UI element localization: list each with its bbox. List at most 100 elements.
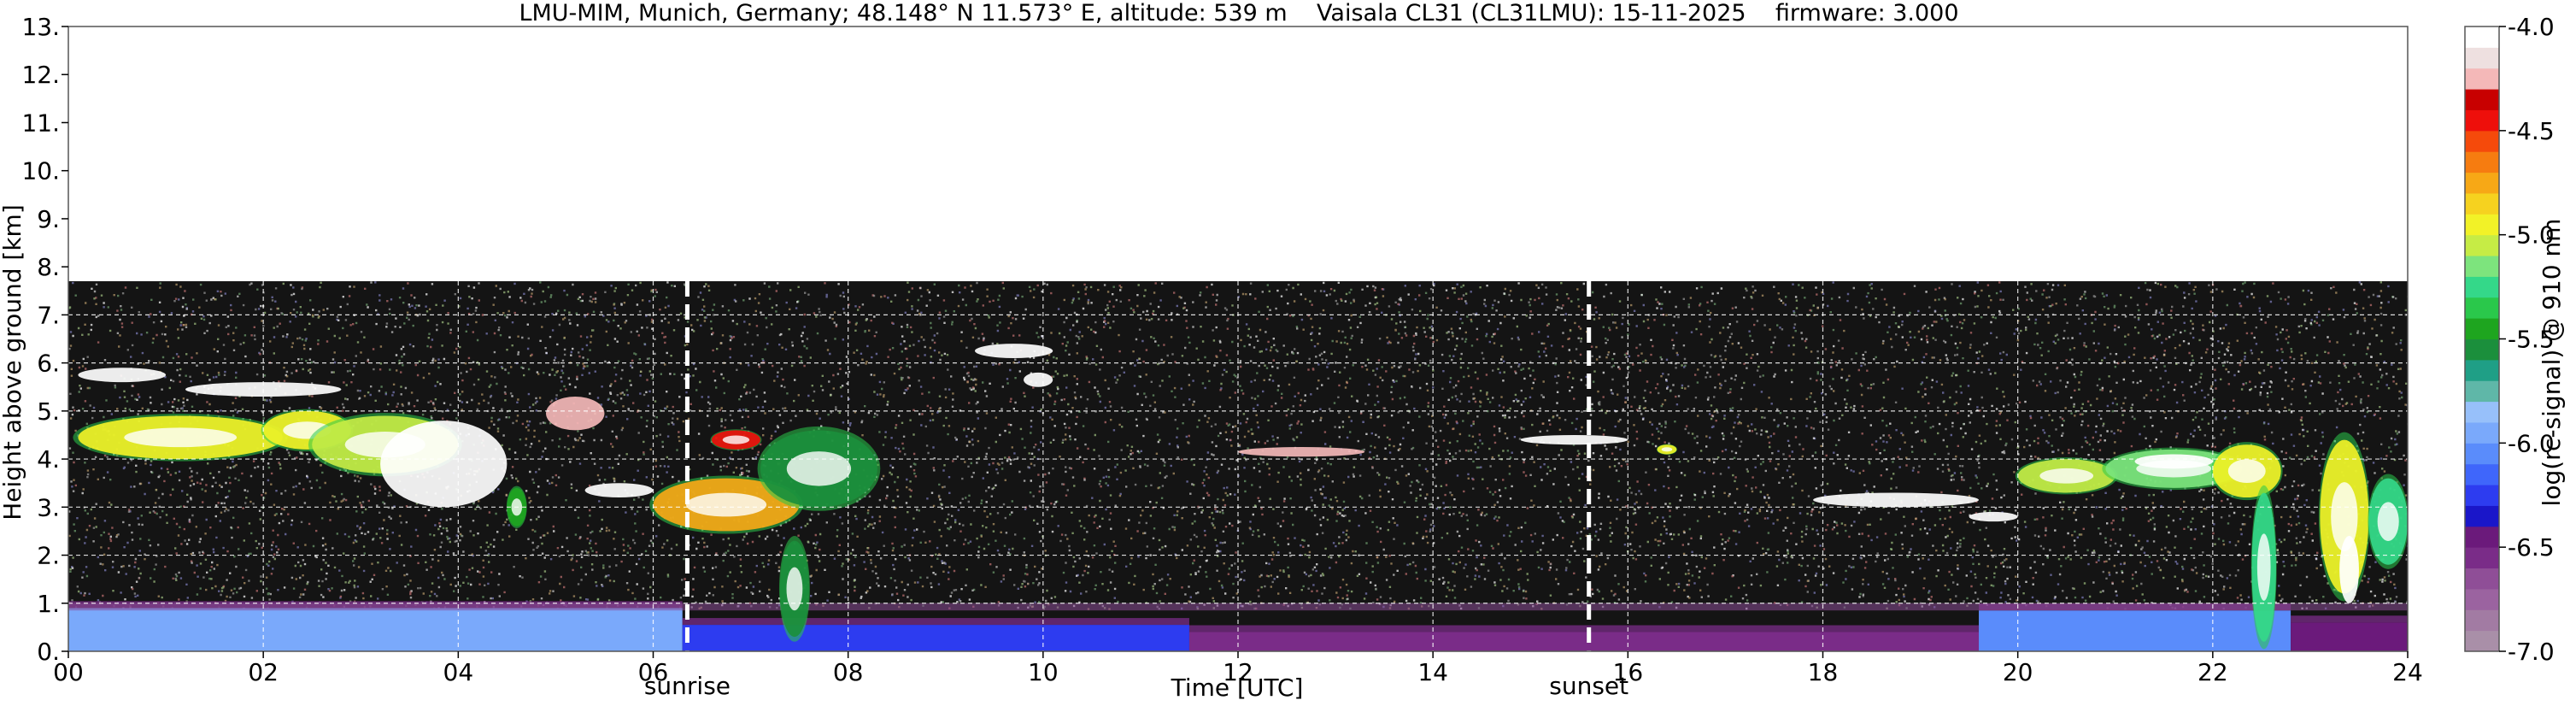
colorbar-swatch [2465, 568, 2499, 590]
sun-markers: sunrise sunset [644, 281, 1628, 700]
x-tick-label: 12 [1223, 658, 1253, 686]
boundary-layer [682, 625, 1189, 651]
colorbar-swatch [2465, 401, 2499, 423]
y-tick-label: 5. [37, 397, 60, 426]
colorbar-swatch [2465, 421, 2499, 444]
x-tick-label: 06 [638, 658, 669, 686]
y-tick-label: 6. [37, 350, 60, 378]
sunset-label: sunset [1549, 672, 1628, 700]
y-tick-label: 0. [37, 638, 60, 666]
colorbar-swatch [2465, 359, 2499, 381]
colorbar-swatch [2465, 47, 2499, 69]
cloud-feature [1024, 372, 1053, 387]
cloud-core [2039, 468, 2094, 484]
colorbar-swatch [2465, 338, 2499, 361]
colorbar-swatch [2465, 547, 2499, 569]
colorbar-swatch [2465, 443, 2499, 465]
colorbar-swatch [2465, 256, 2499, 277]
colorbar-swatch [2465, 26, 2499, 48]
x-tick-label: 16 [1613, 658, 1644, 686]
y-tick-label: 9. [37, 205, 60, 233]
cloud-feature [380, 421, 508, 508]
boundary-layer [2291, 622, 2408, 651]
x-tick-label: 20 [2003, 658, 2033, 686]
colorbar-swatch [2465, 130, 2499, 152]
cloud-core [786, 567, 803, 611]
colorbar-tick-label: -6.0 [2508, 429, 2555, 457]
cloud-feature [2134, 454, 2213, 469]
colorbar-swatch [2465, 609, 2499, 632]
cloud-feature [2339, 536, 2359, 603]
y-tick-label: 13. [21, 13, 60, 41]
x-tick-label: 08 [833, 658, 864, 686]
x-axis: 00 02 04 06 08 10 12 14 16 18 20 22 24 [53, 651, 2423, 686]
y-tick-label: 3. [37, 493, 60, 521]
colorbar-swatch [2465, 297, 2499, 319]
colorbar-tick-label: -7.0 [2508, 638, 2555, 666]
y-tick-label: 1. [37, 590, 60, 618]
colorbar-swatch [2465, 234, 2499, 256]
cloud-feature [974, 344, 1053, 358]
x-tick-label: 10 [1028, 658, 1059, 686]
y-tick-label: 8. [37, 253, 60, 281]
colorbar-swatch [2465, 214, 2499, 236]
plot-area: sunrise sunset [67, 26, 2409, 700]
cloud-feature [546, 396, 605, 431]
y-tick-label: 12. [21, 61, 60, 89]
cloud-core [2377, 502, 2399, 541]
x-tick-label: 24 [2392, 658, 2423, 686]
noise-speckle [68, 281, 2403, 610]
colorbar: -7.0 -6.5 -6.0 -5.5 -5.0 -4.5 -4.0 [2464, 13, 2555, 666]
colorbar-swatch [2465, 318, 2499, 339]
cloud-core [124, 427, 238, 448]
x-axis-label: Time [UTC] [1171, 674, 1304, 702]
colorbar-swatch [2465, 172, 2499, 194]
y-tick-label: 10. [21, 157, 60, 185]
colorbar-label: log(rc-signal) @ 910 nm [2538, 219, 2566, 507]
x-tick-label: 02 [248, 658, 279, 686]
noise-speckle [73, 281, 2408, 610]
chart-title: LMU-MIM, Munich, Germany; 48.148° N 11.5… [519, 0, 1958, 26]
colorbar-swatch [2465, 526, 2499, 548]
cloud-core [1661, 447, 1673, 452]
cloud-core [786, 451, 852, 486]
colorbar-tick-label: -5.0 [2508, 221, 2555, 250]
colorbar-swatch [2465, 505, 2499, 527]
cloud-core [2331, 482, 2358, 552]
boundary-layer-top [1188, 625, 1980, 632]
cloud-feature [1813, 492, 1980, 508]
colorbar-swatch [2465, 68, 2499, 90]
y-tick-label: 2. [37, 542, 60, 570]
x-tick-label: 04 [443, 658, 474, 686]
x-tick-label: 14 [1417, 658, 1448, 686]
colorbar-swatch [2465, 485, 2499, 506]
cloud-feature [78, 368, 167, 383]
colorbar-tick-label: -4.5 [2508, 117, 2555, 145]
colorbar-tick-label: -5.5 [2508, 326, 2555, 354]
backscatter-heatmap [68, 281, 2408, 651]
colorbar-swatch [2465, 89, 2499, 110]
cloud-core [2256, 533, 2271, 601]
boundary-layer-top [2291, 615, 2408, 623]
cloud-core [722, 435, 750, 444]
cloud-feature [1520, 434, 1628, 445]
cloud-feature [584, 483, 654, 498]
sunrise-label: sunrise [644, 672, 731, 700]
x-tick-label: 18 [1808, 658, 1839, 686]
x-tick-label: 00 [53, 658, 84, 686]
cloud-core [2227, 459, 2266, 484]
y-tick-label: 4. [37, 445, 60, 474]
colorbar-tick-label: -4.0 [2508, 13, 2555, 41]
x-tick-label: 22 [2198, 658, 2228, 686]
colorbar-swatch [2465, 380, 2499, 403]
y-tick-label: 11. [21, 109, 60, 137]
cloud-feature [1969, 511, 2018, 522]
cloud-feature [1238, 447, 1365, 457]
colorbar-swatch [2465, 588, 2499, 610]
boundary-layer [1979, 610, 2291, 651]
colorbar-tick-label: -6.5 [2508, 533, 2555, 562]
boundary-layer [1188, 632, 1980, 651]
cloud-core [686, 492, 767, 517]
boundary-layer [68, 608, 683, 651]
